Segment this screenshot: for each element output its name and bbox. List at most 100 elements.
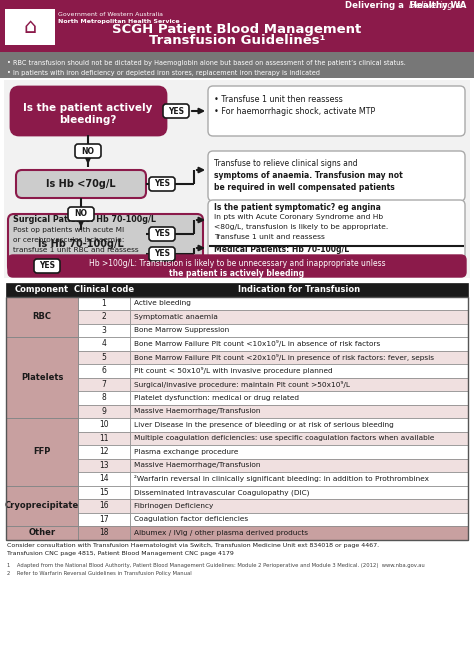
- Text: YES: YES: [154, 180, 170, 188]
- Bar: [6, 526, 78, 539]
- Text: Transfuse to relieve clinical signs and: Transfuse to relieve clinical signs and: [214, 159, 357, 168]
- Bar: [130, 310, 468, 324]
- Bar: [130, 391, 468, 405]
- Text: Plt count < 50x10⁹/L with invasive procedure planned: Plt count < 50x10⁹/L with invasive proce…: [134, 367, 333, 375]
- Bar: [130, 445, 468, 458]
- Text: ⌂: ⌂: [23, 17, 36, 37]
- Bar: [0, 52, 474, 78]
- Bar: [78, 445, 130, 458]
- FancyBboxPatch shape: [8, 214, 203, 272]
- Bar: [4, 80, 470, 278]
- FancyBboxPatch shape: [16, 170, 146, 198]
- Text: Delivering a  Healthy WA: Delivering a Healthy WA: [345, 1, 466, 9]
- Text: 13: 13: [99, 461, 109, 470]
- Bar: [130, 458, 468, 472]
- Bar: [78, 472, 130, 486]
- Text: NO: NO: [82, 147, 94, 155]
- Text: 15: 15: [99, 488, 109, 496]
- Bar: [6, 418, 78, 486]
- Text: Bone Marrow Suppression: Bone Marrow Suppression: [134, 327, 229, 333]
- Text: RBC: RBC: [33, 312, 52, 321]
- Bar: [6, 297, 78, 337]
- Text: be required in well compensated patients: be required in well compensated patients: [214, 184, 395, 192]
- Text: YES: YES: [39, 261, 55, 271]
- Bar: [78, 499, 130, 513]
- Bar: [78, 458, 130, 472]
- Bar: [6, 486, 78, 526]
- Bar: [78, 391, 130, 405]
- Text: Albumex / IVIg / other plasma derived products: Albumex / IVIg / other plasma derived pr…: [134, 530, 308, 536]
- Text: or cerebrovascular ischaemia:: or cerebrovascular ischaemia:: [13, 237, 124, 243]
- Text: 1    Adapted from the National Blood Authority, Patient Blood Management Guideli: 1 Adapted from the National Blood Author…: [7, 563, 425, 567]
- FancyBboxPatch shape: [208, 151, 465, 201]
- Text: Massive Haemorrhage/Transfusion: Massive Haemorrhage/Transfusion: [134, 462, 261, 468]
- Text: • RBC transfusion should not be dictated by Haemoglobin alone but based on asses: • RBC transfusion should not be dictated…: [7, 60, 406, 66]
- Text: YES: YES: [154, 249, 170, 259]
- Text: Liver Disease in the presence of bleeding or at risk of serious bleeding: Liver Disease in the presence of bleedin…: [134, 421, 394, 427]
- Bar: [130, 377, 468, 391]
- Bar: [130, 499, 468, 513]
- Text: 12: 12: [99, 448, 109, 456]
- Text: Is Hb 70-100g/L: Is Hb 70-100g/L: [38, 239, 124, 249]
- Text: 7: 7: [101, 380, 107, 389]
- Text: Symptomatic anaemia: Symptomatic anaemia: [134, 314, 218, 320]
- Bar: [78, 431, 130, 445]
- Text: 8: 8: [101, 393, 106, 402]
- FancyBboxPatch shape: [149, 247, 175, 261]
- Text: 16: 16: [99, 501, 109, 511]
- Text: Component: Component: [15, 285, 69, 294]
- Text: Clinical code: Clinical code: [74, 285, 134, 294]
- FancyBboxPatch shape: [163, 104, 189, 118]
- Bar: [130, 418, 468, 431]
- Text: Coagulation factor deficiencies: Coagulation factor deficiencies: [134, 517, 248, 522]
- Bar: [78, 418, 130, 431]
- Text: • Transfuse 1 unit then reassess: • Transfuse 1 unit then reassess: [214, 94, 343, 103]
- Text: the patient is actively bleeding: the patient is actively bleeding: [169, 269, 305, 277]
- Text: NO: NO: [74, 210, 88, 218]
- Bar: [6, 337, 78, 418]
- Text: 6: 6: [101, 366, 107, 375]
- Text: YES: YES: [168, 107, 184, 115]
- Bar: [130, 337, 468, 350]
- Text: North Metropolitan Health Service: North Metropolitan Health Service: [58, 19, 180, 25]
- Bar: [130, 486, 468, 499]
- Text: Medical Patients: Hb 70-100g/L: Medical Patients: Hb 70-100g/L: [214, 245, 349, 255]
- Text: Consider consultation with Transfusion Haematologist via Switch, Transfusion Med: Consider consultation with Transfusion H…: [7, 543, 379, 547]
- Text: 4: 4: [101, 339, 107, 348]
- Text: Platelets: Platelets: [21, 373, 63, 382]
- Text: SCGH Patient Blood Management: SCGH Patient Blood Management: [112, 23, 362, 36]
- Text: Massive Haemorrhage/Transfusion: Massive Haemorrhage/Transfusion: [134, 408, 261, 414]
- FancyBboxPatch shape: [149, 177, 175, 191]
- Bar: [130, 350, 468, 364]
- FancyBboxPatch shape: [34, 259, 60, 273]
- Text: Fibrinogen Deficiency: Fibrinogen Deficiency: [134, 502, 213, 509]
- Text: Transfusion CNC page 4815, Patient Blood Management CNC page 4179: Transfusion CNC page 4815, Patient Blood…: [7, 551, 234, 555]
- Text: 17: 17: [99, 515, 109, 524]
- Text: 1: 1: [101, 299, 106, 308]
- Text: 2    Refer to Warfarin Reversal Guidelines in Transfusion Policy Manual: 2 Refer to Warfarin Reversal Guidelines …: [7, 570, 192, 576]
- Text: Other: Other: [28, 528, 55, 537]
- FancyBboxPatch shape: [75, 144, 101, 158]
- Bar: [0, 0, 474, 10]
- FancyBboxPatch shape: [11, 87, 166, 135]
- Text: Post op patients with acute MI: Post op patients with acute MI: [13, 227, 124, 233]
- Bar: [130, 324, 468, 337]
- Bar: [78, 486, 130, 499]
- FancyBboxPatch shape: [68, 207, 94, 221]
- Text: Platelet dysfunction: medical or drug related: Platelet dysfunction: medical or drug re…: [134, 395, 299, 401]
- Text: symptoms of anaemia. Transfusion may not: symptoms of anaemia. Transfusion may not: [214, 172, 403, 180]
- Text: Is the patient symptomatic? eg angina: Is the patient symptomatic? eg angina: [214, 202, 381, 212]
- Text: Transfusion Guidelines¹: Transfusion Guidelines¹: [149, 34, 325, 48]
- Bar: [78, 297, 130, 310]
- Bar: [78, 405, 130, 418]
- Text: 14: 14: [99, 474, 109, 483]
- Text: Government of Western Australia: Government of Western Australia: [58, 11, 163, 17]
- Text: Bone Marrow Failure Plt count <10x10⁹/L in absence of risk factors: Bone Marrow Failure Plt count <10x10⁹/L …: [134, 340, 380, 347]
- Text: 2: 2: [101, 312, 106, 321]
- Text: Is the patient actively: Is the patient actively: [23, 103, 153, 113]
- Text: Active bleeding: Active bleeding: [134, 300, 191, 306]
- Text: YES: YES: [154, 230, 170, 239]
- Bar: [78, 324, 130, 337]
- Text: transfuse 1 unit RBC and reassess: transfuse 1 unit RBC and reassess: [13, 247, 138, 253]
- Text: Cryoprecipitate: Cryoprecipitate: [5, 501, 79, 511]
